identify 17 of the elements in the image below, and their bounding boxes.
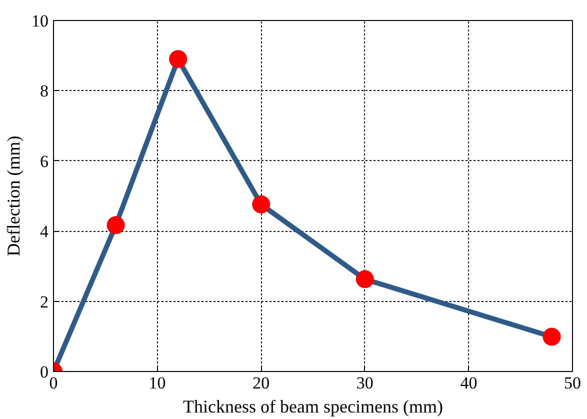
point <box>106 216 125 234</box>
x-tick-label: 50 <box>564 374 581 392</box>
y-tick-label: 6 <box>40 152 48 171</box>
y-tick-label: 8 <box>40 82 48 101</box>
point <box>252 195 270 214</box>
x-axis-title: Thickness of beam specimens (mm) <box>183 396 443 416</box>
point <box>356 270 374 288</box>
y-axis-title: Deflection (mm) <box>4 136 24 256</box>
x-tick-label: 10 <box>148 374 166 392</box>
x-tick-label: 20 <box>252 374 270 392</box>
point <box>542 328 561 346</box>
y-tick-label: 10 <box>32 12 48 30</box>
y-tick-label: 2 <box>40 292 48 312</box>
x-tick-label: 40 <box>460 374 478 392</box>
y-tick-label: 4 <box>40 222 49 242</box>
point <box>169 50 188 68</box>
x-tick-label: 30 <box>356 374 374 392</box>
